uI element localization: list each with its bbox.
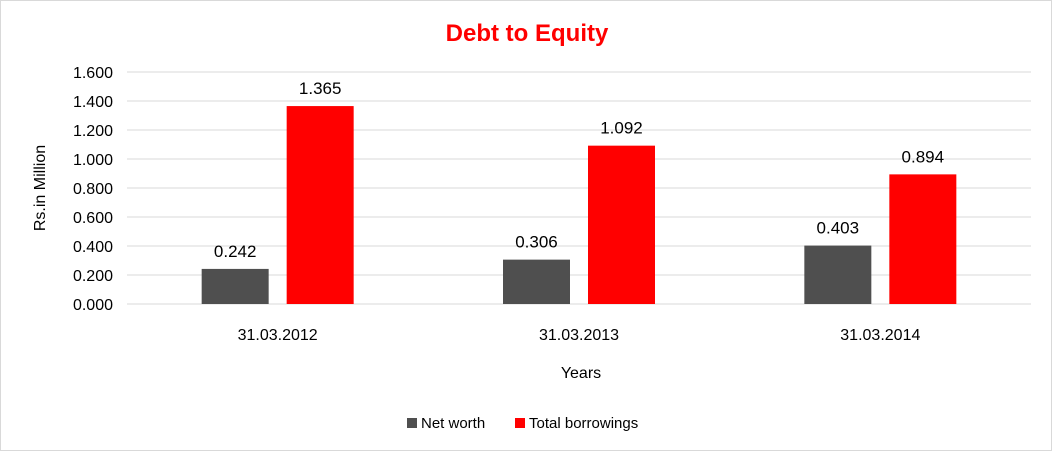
y-tick-label: 1.200 xyxy=(73,123,113,140)
y-tick-label: 0.200 xyxy=(73,268,113,285)
bar-net-worth xyxy=(804,245,872,304)
legend-swatch xyxy=(407,418,417,428)
data-label: 0.306 xyxy=(515,233,558,252)
x-axis-label: Years xyxy=(561,365,601,382)
legend-swatch xyxy=(515,418,525,428)
x-axis-ticks: 31.03.2012 31.03.2013 31.03.2014 xyxy=(238,327,921,344)
data-label: 1.365 xyxy=(299,79,342,98)
bar-total-borrowings xyxy=(588,145,655,304)
legend: Net worth Total borrowings xyxy=(407,415,638,432)
chart-title: Debt to Equity xyxy=(446,20,609,47)
bar-net-worth xyxy=(503,259,570,304)
x-tick-label: 31.03.2012 xyxy=(238,327,318,344)
bar-total-borrowings xyxy=(286,106,354,304)
data-labels: 0.242 1.365 0.306 1.092 0.403 0.894 xyxy=(214,79,944,261)
legend-label: Net worth xyxy=(421,415,485,432)
data-label: 0.403 xyxy=(817,219,860,238)
y-tick-label: 0.400 xyxy=(73,239,113,256)
legend-label: Total borrowings xyxy=(529,415,638,432)
bar-net-worth xyxy=(201,268,269,304)
y-tick-label: 1.400 xyxy=(73,94,113,111)
data-label: 0.242 xyxy=(214,242,257,261)
y-tick-label: 0.600 xyxy=(73,210,113,227)
y-axis-ticks: 0.000 0.200 0.400 0.600 0.800 1.000 1.200 1.400… xyxy=(73,65,113,314)
gridlines xyxy=(127,71,1031,305)
y-axis-label: Rs.in Million xyxy=(32,145,49,231)
bars xyxy=(201,106,957,304)
y-tick-label: 1.000 xyxy=(73,152,113,169)
data-label: 1.092 xyxy=(600,119,643,138)
y-tick-label: 0.800 xyxy=(73,181,113,198)
x-tick-label: 31.03.2013 xyxy=(539,327,619,344)
y-tick-label: 1.600 xyxy=(73,65,113,82)
x-tick-label: 31.03.2014 xyxy=(840,327,920,344)
data-label: 0.894 xyxy=(902,147,945,166)
y-tick-label: 0.000 xyxy=(73,297,113,314)
bar-total-borrowings xyxy=(889,174,957,304)
